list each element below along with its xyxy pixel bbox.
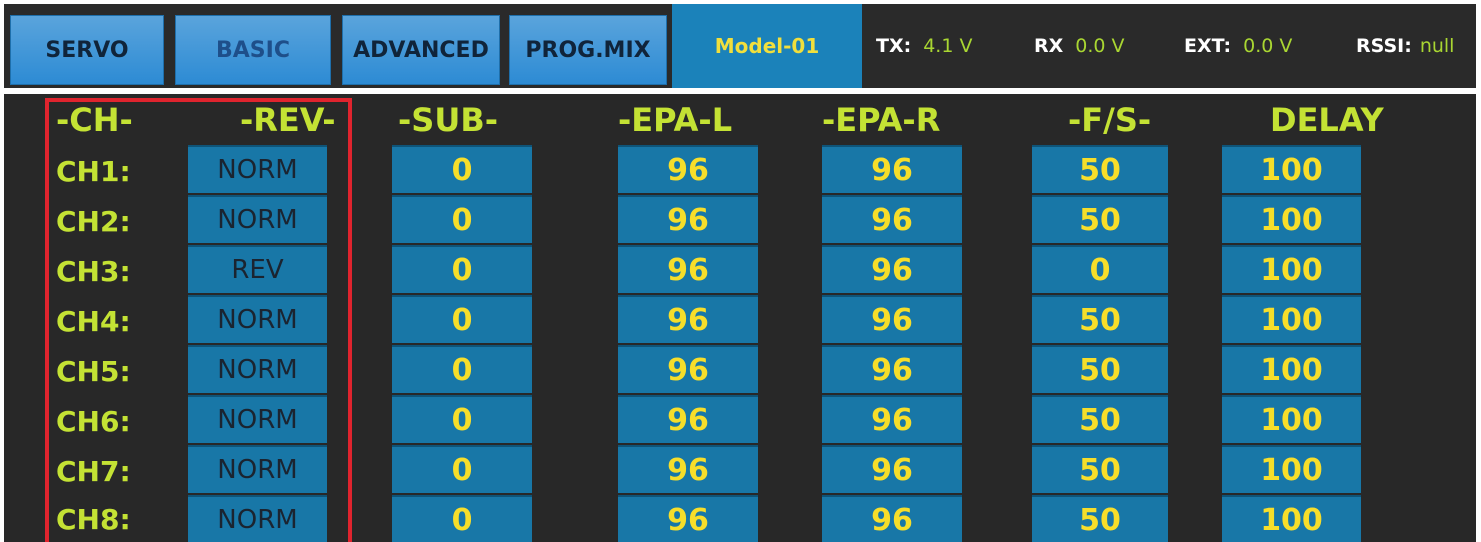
rx-voltage: RX 0.0 V — [1034, 4, 1125, 88]
fs-cell[interactable]: 50 — [1032, 495, 1168, 542]
rev-cell[interactable]: NORM — [188, 345, 327, 393]
epa-r-cell[interactable]: 96 — [822, 445, 962, 493]
fs-cell[interactable]: 50 — [1032, 345, 1168, 393]
rev-cell[interactable]: NORM — [188, 445, 327, 493]
delay-cell[interactable]: 100 — [1222, 245, 1361, 293]
rssi-status: RSSI: null — [1356, 4, 1454, 88]
epa-l-cell[interactable]: 96 — [618, 195, 758, 243]
delay-cell[interactable]: 100 — [1222, 495, 1361, 542]
epa-r-cell[interactable]: 96 — [822, 295, 962, 343]
epa-r-cell[interactable]: 96 — [822, 495, 962, 542]
tab-advanced[interactable]: ADVANCED — [342, 15, 500, 85]
epa-r-cell[interactable]: 96 — [822, 345, 962, 393]
delay-cell[interactable]: 100 — [1222, 395, 1361, 443]
header-epa-r: -EPA-R — [822, 101, 941, 139]
servo-table: -CH- -REV- -SUB- -EPA-L -EPA-R -F/S- DEL… — [4, 94, 1476, 542]
rev-cell[interactable]: NORM — [188, 295, 327, 343]
rssi-value: null — [1419, 35, 1455, 57]
ext-value: 0.0 V — [1243, 35, 1293, 57]
rx-label: RX — [1034, 35, 1064, 57]
epa-l-cell[interactable]: 96 — [618, 345, 758, 393]
delay-cell[interactable]: 100 — [1222, 295, 1361, 343]
fs-cell[interactable]: 50 — [1032, 145, 1168, 193]
sub-cell[interactable]: 0 — [392, 145, 532, 193]
channel-label: CH6: — [56, 404, 131, 438]
fs-cell[interactable]: 50 — [1032, 195, 1168, 243]
fs-cell[interactable]: 50 — [1032, 445, 1168, 493]
epa-l-cell[interactable]: 96 — [618, 295, 758, 343]
rev-cell[interactable]: NORM — [188, 145, 327, 193]
rssi-label: RSSI: — [1356, 35, 1412, 57]
header-ch: -CH- — [56, 101, 133, 139]
delay-cell[interactable]: 100 — [1222, 195, 1361, 243]
epa-l-cell[interactable]: 96 — [618, 495, 758, 542]
epa-l-cell[interactable]: 96 — [618, 445, 758, 493]
epa-r-cell[interactable]: 96 — [822, 145, 962, 193]
header-sub: -SUB- — [398, 101, 498, 139]
sub-cell[interactable]: 0 — [392, 345, 532, 393]
tab-prog-mix[interactable]: PROG.MIX — [509, 15, 667, 85]
channel-label: CH2: — [56, 204, 131, 238]
tx-value: 4.1 V — [923, 35, 973, 57]
fs-cell[interactable]: 50 — [1032, 395, 1168, 443]
tab-basic[interactable]: BASIC — [175, 15, 331, 85]
tx-label: TX: — [876, 35, 912, 57]
header-delay: DELAY — [1270, 101, 1384, 139]
fs-cell[interactable]: 50 — [1032, 295, 1168, 343]
ext-label: EXT: — [1184, 35, 1232, 57]
channel-label: CH5: — [56, 354, 131, 388]
delay-cell[interactable]: 100 — [1222, 145, 1361, 193]
sub-cell[interactable]: 0 — [392, 195, 532, 243]
epa-l-cell[interactable]: 96 — [618, 395, 758, 443]
rev-cell[interactable]: NORM — [188, 495, 327, 542]
header-fs: -F/S- — [1068, 101, 1152, 139]
rev-cell[interactable]: NORM — [188, 195, 327, 243]
delay-cell[interactable]: 100 — [1222, 345, 1361, 393]
fs-cell[interactable]: 0 — [1032, 245, 1168, 293]
sub-cell[interactable]: 0 — [392, 295, 532, 343]
channel-label: CH4: — [56, 304, 131, 338]
epa-r-cell[interactable]: 96 — [822, 195, 962, 243]
ext-voltage: EXT: 0.0 V — [1184, 4, 1292, 88]
header-epa-l: -EPA-L — [618, 101, 733, 139]
epa-r-cell[interactable]: 96 — [822, 395, 962, 443]
channel-label: CH3: — [56, 254, 131, 288]
sub-cell[interactable]: 0 — [392, 445, 532, 493]
tab-servo[interactable]: SERVO — [10, 15, 164, 85]
rev-cell[interactable]: REV — [188, 245, 327, 293]
rev-cell[interactable]: NORM — [188, 395, 327, 443]
channel-label: CH8: — [56, 502, 131, 536]
model-name[interactable]: Model-01 — [672, 4, 862, 88]
tx-voltage: TX: 4.1 V — [876, 4, 972, 88]
epa-l-cell[interactable]: 96 — [618, 245, 758, 293]
sub-cell[interactable]: 0 — [392, 395, 532, 443]
rx-value: 0.0 V — [1075, 35, 1125, 57]
epa-l-cell[interactable]: 96 — [618, 145, 758, 193]
channel-label: CH7: — [56, 454, 131, 488]
channel-label: CH1: — [56, 154, 131, 188]
delay-cell[interactable]: 100 — [1222, 445, 1361, 493]
sub-cell[interactable]: 0 — [392, 495, 532, 542]
epa-r-cell[interactable]: 96 — [822, 245, 962, 293]
sub-cell[interactable]: 0 — [392, 245, 532, 293]
header-rev: -REV- — [240, 101, 336, 139]
